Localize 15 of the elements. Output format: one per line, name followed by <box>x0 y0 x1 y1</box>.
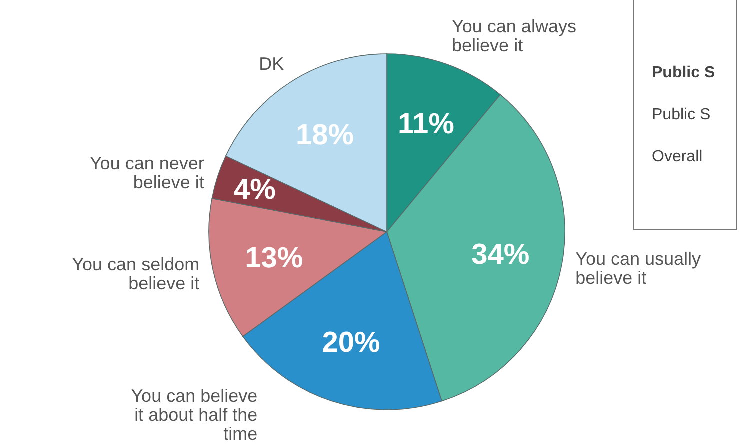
data-label: 11% <box>398 108 455 140</box>
slice-label: You can usually believe it <box>576 248 702 288</box>
slice-label: You can always believe it <box>452 16 576 56</box>
text: Public S <box>652 64 716 82</box>
slice-label: DK <box>259 54 284 74</box>
data-label: 34% <box>472 238 530 271</box>
slice-label: You can seldom believe it <box>72 254 200 294</box>
data-label: 13% <box>245 242 304 274</box>
data-label: 4% <box>234 174 276 206</box>
text: Public S <box>652 106 711 124</box>
slice-label: You can believe it about half the time <box>131 386 258 444</box>
slice-label: You can never believe it <box>90 153 204 192</box>
data-label: 20% <box>322 327 380 360</box>
data-label: 18% <box>296 119 354 152</box>
text: Overall <box>652 148 703 166</box>
